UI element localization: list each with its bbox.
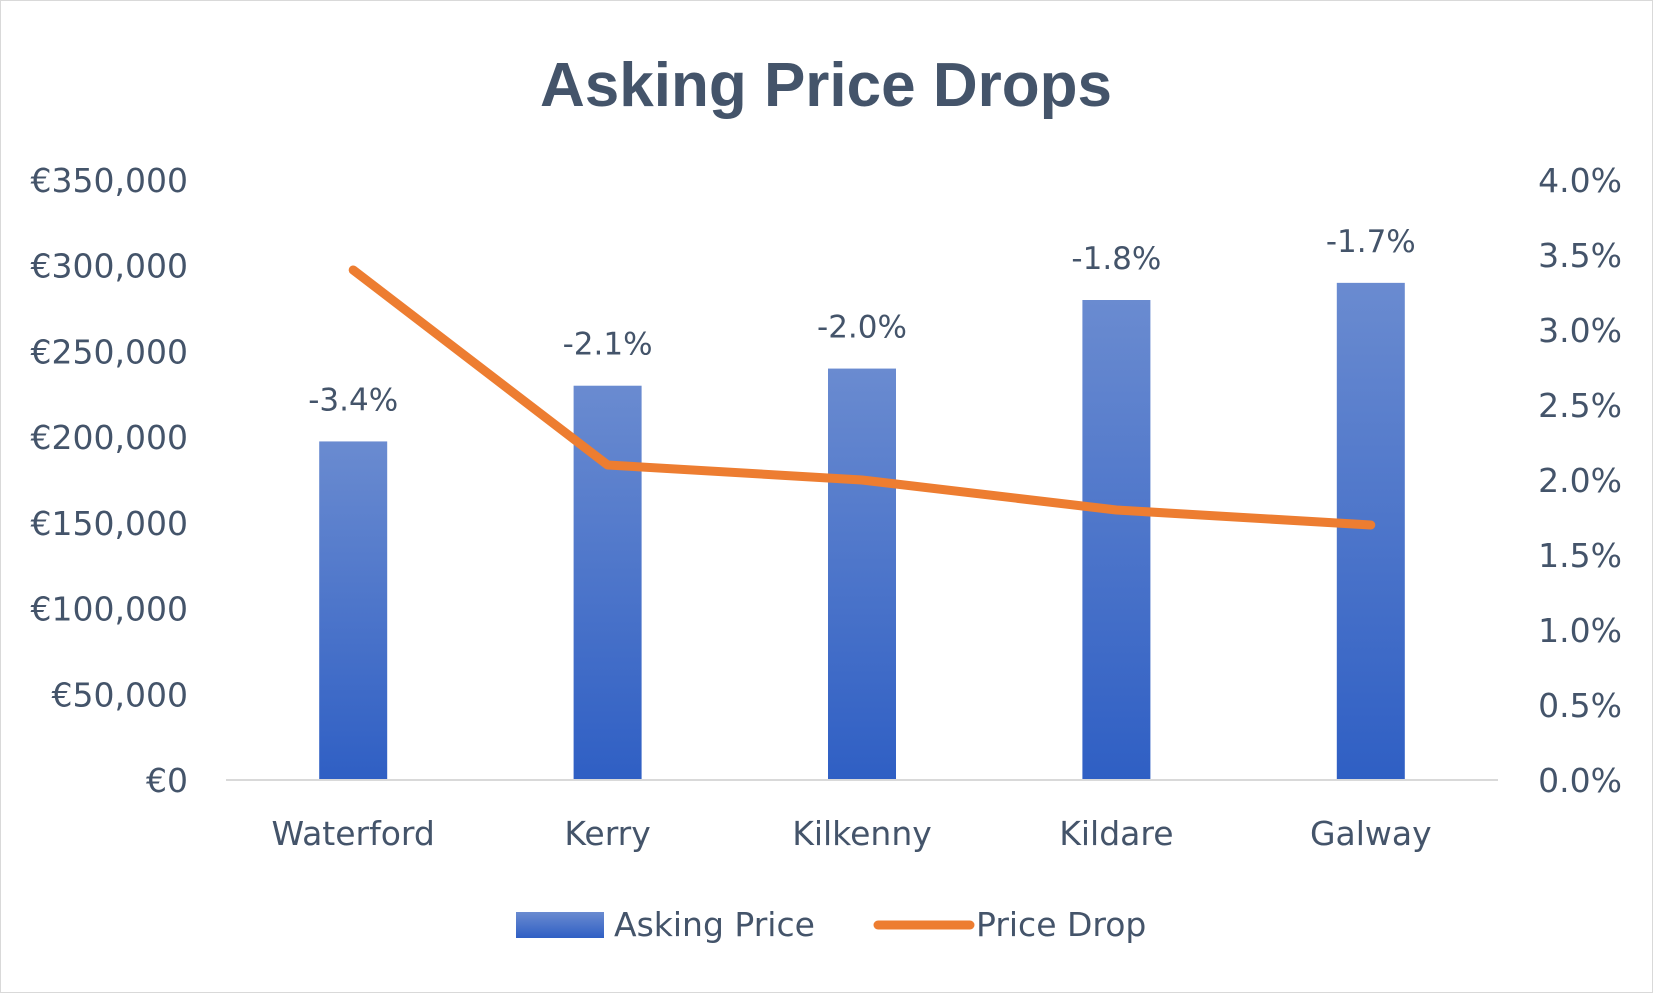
- legend-label-price-drop: Price Drop: [976, 905, 1146, 944]
- y-right-tick-label: 3.0%: [1538, 311, 1622, 350]
- data-label: -3.4%: [308, 382, 398, 418]
- y-right-tick-label: 0.5%: [1538, 686, 1622, 725]
- data-label: -2.1%: [563, 327, 653, 363]
- legend: Asking Price Price Drop: [516, 905, 1146, 944]
- x-tick-label: Galway: [1310, 814, 1432, 853]
- y-left-tick-label: €150,000: [31, 504, 188, 543]
- y-right-tick-label: 2.0%: [1538, 461, 1622, 500]
- x-tick-label: Waterford: [272, 814, 435, 853]
- y-left-tick-label: €350,000: [31, 161, 188, 200]
- y-right-tick-label: 4.0%: [1538, 161, 1622, 200]
- legend-label-asking-price: Asking Price: [614, 905, 815, 944]
- x-tick-label: Kildare: [1059, 814, 1173, 853]
- y-right-tick-label: 0.0%: [1538, 761, 1622, 800]
- chart-title: Asking Price Drops: [540, 51, 1112, 120]
- y-right-tick-label: 1.0%: [1538, 611, 1622, 650]
- bar-kildare: [1082, 300, 1151, 780]
- y-right-tick-label: 3.5%: [1538, 236, 1622, 275]
- legend-swatch-asking-price: [516, 912, 604, 938]
- y-left-tick-label: €300,000: [31, 247, 188, 286]
- bar-galway: [1336, 282, 1405, 780]
- data-label: -1.8%: [1071, 241, 1161, 277]
- x-tick-label: Kerry: [564, 814, 650, 853]
- y-left-tick-label: €200,000: [31, 418, 188, 457]
- y-left-tick-label: €250,000: [31, 332, 188, 371]
- line-price-drop: [348, 265, 1376, 530]
- y-left-tick-label: €50,000: [52, 675, 188, 714]
- bar-waterford: [319, 441, 388, 780]
- data-label: -1.7%: [1326, 224, 1416, 260]
- y-right-tick-label: 1.5%: [1538, 536, 1622, 575]
- data-label: -2.0%: [817, 310, 907, 346]
- x-tick-label: Kilkenny: [792, 814, 932, 853]
- y-left-tick-label: €0: [146, 761, 188, 800]
- bar-kilkenny: [828, 368, 896, 780]
- y-right-tick-label: 2.5%: [1538, 386, 1622, 425]
- y-left-tick-label: €100,000: [31, 590, 188, 629]
